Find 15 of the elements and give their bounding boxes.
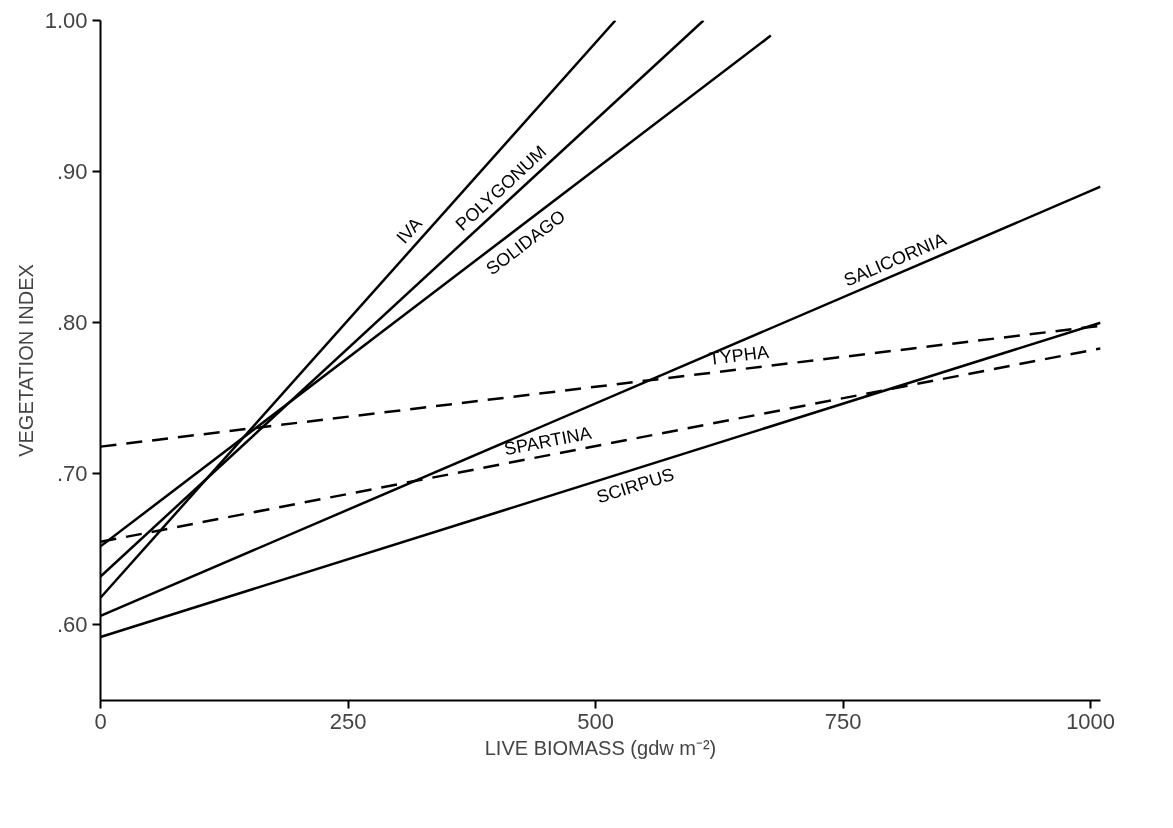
y-tick-label: .80 xyxy=(56,310,88,336)
x-tick-label: 0 xyxy=(94,708,107,734)
text: IVA xyxy=(392,213,426,248)
y-tick-label: 1.00 xyxy=(44,8,88,33)
y-tick-label: .70 xyxy=(56,461,88,487)
x-tick-label: 750 xyxy=(824,708,862,734)
y-tick-label: .90 xyxy=(56,159,88,185)
x-tick-label: 250 xyxy=(329,708,367,734)
text: TYPHA xyxy=(707,341,770,369)
x-axis-title: LIVE BIOMASS (gdw m⁻²) xyxy=(484,736,717,759)
text: SPARTINA xyxy=(502,422,594,460)
x-tick-label: 500 xyxy=(577,708,614,734)
y-axis-title: VEGETATION INDEX xyxy=(14,264,37,457)
x-tick-label: 1000 xyxy=(1066,708,1116,734)
y-tick-label: .60 xyxy=(56,612,88,638)
